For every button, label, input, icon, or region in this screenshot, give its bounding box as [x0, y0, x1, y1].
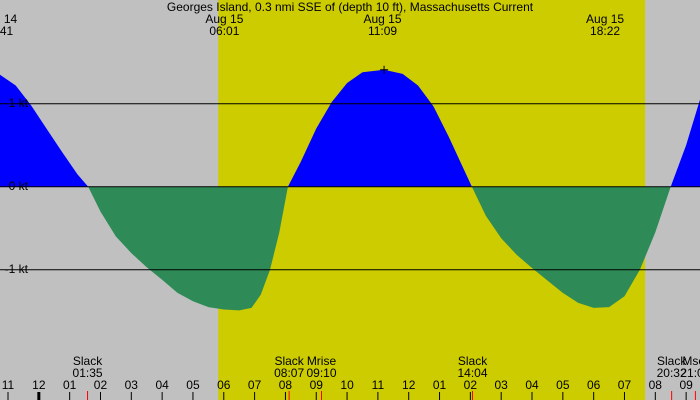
event-name: Slack	[274, 354, 304, 368]
x-tick-label: 01	[63, 378, 77, 392]
event-time: 21:05	[680, 366, 700, 380]
x-tick-label: 10	[340, 378, 354, 392]
x-tick-label: 01	[433, 378, 447, 392]
x-tick-label: 09	[310, 378, 324, 392]
event-time: 01:35	[73, 366, 103, 380]
x-tick-label: 09	[679, 378, 693, 392]
event-time: 11:09	[368, 24, 397, 38]
y-tick-label: -1 kt	[5, 262, 29, 276]
event-date: Aug 15	[205, 12, 243, 26]
x-tick-label: 05	[186, 378, 200, 392]
x-tick-label: 05	[556, 378, 570, 392]
x-tick-label: 07	[248, 378, 262, 392]
x-tick-label: 04	[525, 378, 539, 392]
event-name: Mrise	[307, 354, 337, 368]
event-date: Aug 14	[0, 12, 17, 26]
x-tick-label: 06	[217, 378, 231, 392]
x-tick-label: 11	[2, 378, 15, 392]
event-time: 08:07	[274, 366, 304, 380]
x-tick-label: 08	[649, 378, 663, 392]
x-tick-label: 07	[618, 378, 632, 392]
x-tick-label: 08	[279, 378, 293, 392]
x-tick-label: 12	[402, 378, 416, 392]
event-time: 06:01	[209, 24, 239, 38]
event-time: 22:41	[0, 24, 13, 38]
x-tick-label: 02	[94, 378, 108, 392]
event-time: 18:22	[590, 24, 620, 38]
chart-title: Georges Island, 0.3 nmi SSE of (depth 10…	[167, 0, 534, 14]
event-date: Aug 15	[363, 12, 401, 26]
event-time: 14:04	[458, 366, 488, 380]
event-name: Mset	[682, 354, 700, 368]
x-tick-label: 03	[495, 378, 509, 392]
event-name: Slack	[73, 354, 103, 368]
event-time: 09:10	[306, 366, 336, 380]
event-time: 20:32	[657, 366, 687, 380]
x-tick-label: 06	[587, 378, 601, 392]
peak-marker	[380, 65, 389, 74]
x-tick-label: 04	[155, 378, 169, 392]
y-tick-label: 0 kt	[9, 179, 29, 193]
event-date: Aug 15	[586, 12, 624, 26]
event-name: Slack	[657, 354, 687, 368]
event-name: Slack	[458, 354, 488, 368]
x-tick-label: 02	[464, 378, 478, 392]
x-tick-label: 11	[372, 378, 385, 392]
x-tick-label: 12	[32, 378, 46, 392]
y-tick-label: 1 kt	[9, 96, 29, 110]
flood-area	[0, 69, 700, 187]
x-tick-label: 03	[125, 378, 139, 392]
ebb-area	[0, 186, 700, 311]
